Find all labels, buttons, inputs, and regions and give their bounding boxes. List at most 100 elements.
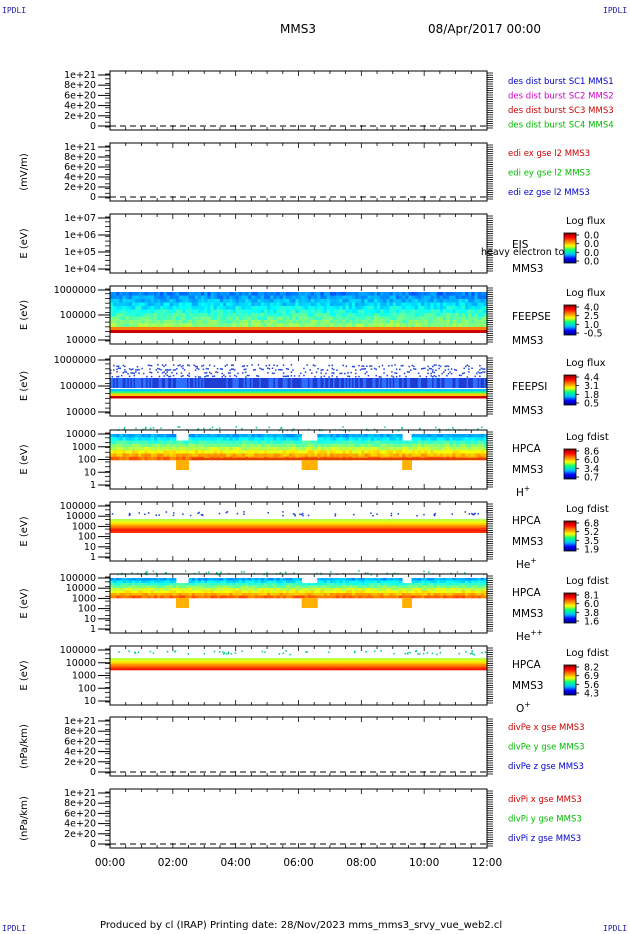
heatmap-cell	[348, 434, 353, 438]
heatmap-cell	[166, 292, 171, 296]
heatmap-cell	[201, 450, 205, 454]
heatmap-cell	[455, 450, 460, 454]
heatmap-cell	[144, 434, 149, 438]
heatmap-cell	[174, 378, 177, 388]
heatmap-cell	[295, 320, 299, 324]
heatmap-cell	[333, 440, 337, 445]
heatmap-cell	[197, 292, 202, 296]
heatmap-cell	[110, 389, 114, 392]
heatmap-cell	[164, 369, 167, 371]
heatmap-cell	[367, 443, 372, 448]
heatmap-cell	[307, 458, 312, 460]
heatmap-cell	[223, 520, 227, 523]
heatmap-cell	[483, 306, 488, 310]
heatmap-cell	[320, 450, 325, 454]
heatmap-cell	[424, 458, 428, 460]
heatmap-cell	[235, 437, 240, 441]
heatmap-cell	[443, 316, 447, 321]
heatmap-cell	[138, 440, 142, 445]
heatmap-cell	[245, 323, 249, 328]
heatmap-cell	[405, 460, 409, 470]
heatmap-cell	[273, 434, 277, 438]
heatmap-cell	[213, 522, 218, 524]
heatmap-cell	[235, 309, 240, 314]
heatmap-cell	[326, 302, 331, 307]
heatmap-cell	[160, 447, 164, 451]
heatmap-cell	[373, 450, 378, 454]
heatmap-cell	[430, 330, 434, 333]
heatmap-cell	[226, 458, 230, 460]
heatmap-cell	[204, 523, 208, 526]
heatmap-cell	[257, 443, 262, 448]
heatmap-cell	[424, 302, 428, 307]
heatmap-cell	[465, 396, 469, 399]
y-tick-label: 100000	[60, 381, 96, 392]
heatmap-cell	[399, 375, 401, 377]
heatmap-cell	[474, 443, 478, 448]
heatmap-cell	[443, 434, 447, 438]
heatmap-cell	[110, 292, 114, 296]
heatmap-cell	[289, 389, 293, 392]
heatmap-cell	[219, 522, 224, 524]
heatmap-cell	[427, 458, 431, 460]
heatmap-cell	[301, 396, 306, 399]
heatmap-cell	[238, 443, 243, 448]
heatmap-cell	[182, 526, 186, 529]
heatmap-cell	[169, 391, 174, 394]
heatmap-cell	[125, 523, 130, 526]
heatmap-cell	[367, 330, 372, 333]
heatmap-cell	[147, 389, 152, 392]
heatmap-cell	[466, 364, 469, 366]
heatmap-cell	[179, 440, 183, 445]
heatmap-cell	[125, 391, 130, 394]
heatmap-cell	[458, 327, 463, 331]
heatmap-cell	[336, 309, 340, 314]
heatmap-cell	[248, 313, 252, 317]
heatmap-cell	[194, 440, 199, 445]
heatmap-cell	[188, 531, 193, 533]
heatmap-cell	[213, 520, 218, 523]
heatmap-cell	[370, 396, 375, 399]
heatmap-cell	[128, 396, 133, 399]
heatmap-cell	[213, 375, 216, 377]
heatmap-cell	[223, 389, 227, 392]
heatmap-cell	[339, 292, 343, 296]
heatmap-cell	[285, 367, 288, 370]
heatmap-cell	[414, 295, 419, 300]
heatmap-cell	[141, 453, 145, 458]
heatmap-cell	[383, 292, 387, 296]
heatmap-cell	[182, 391, 186, 394]
heatmap-cell	[194, 522, 199, 524]
heatmap-cell	[273, 323, 277, 328]
heatmap-cell	[260, 393, 265, 396]
heatmap-cell	[329, 292, 334, 296]
heatmap-cell	[238, 323, 243, 328]
heatmap-cell	[355, 372, 357, 375]
heatmap-cell	[270, 443, 274, 448]
heatmap-cell	[439, 391, 444, 394]
heatmap-cell	[361, 447, 365, 451]
heatmap-cell	[208, 371, 211, 374]
heatmap-cell	[263, 313, 268, 317]
heatmap-cell	[468, 309, 472, 314]
heatmap-cell	[477, 434, 482, 438]
heatmap-cell	[285, 447, 290, 451]
heatmap-cell	[213, 458, 218, 460]
heatmap-cell	[185, 330, 189, 333]
heatmap-cell	[383, 391, 387, 394]
heatmap-cell	[155, 378, 158, 388]
heatmap-cell	[474, 389, 478, 392]
heatmap-cell	[361, 393, 365, 396]
heatmap-cell	[355, 391, 359, 394]
heatmap-cell	[171, 378, 174, 388]
heatmap-cell	[194, 437, 199, 441]
heatmap-cell	[480, 437, 485, 441]
heatmap-cell	[179, 531, 183, 533]
heatmap-cell	[153, 447, 158, 451]
heatmap-cell	[474, 375, 476, 378]
heatmap-cell	[238, 531, 243, 533]
heatmap-cell	[317, 309, 321, 314]
heatmap-cell	[471, 391, 475, 394]
heatmap-cell	[392, 396, 397, 399]
